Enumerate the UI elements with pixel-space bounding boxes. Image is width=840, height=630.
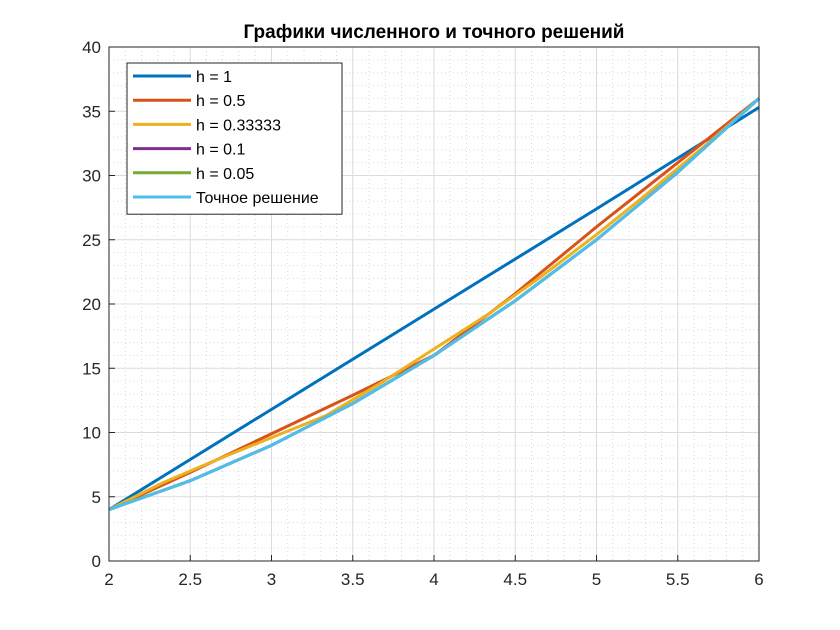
x-tick-label: 3 [267, 570, 276, 589]
legend: h = 1 h = 0.5 h = 0.33333 h = 0.1 h = 0.05 То… [126, 62, 343, 215]
y-tick-label: 0 [92, 552, 101, 571]
y-tick-label: 35 [82, 102, 101, 121]
y-tick-label: 25 [82, 231, 101, 250]
legend-label: h = 0.33333 [196, 117, 281, 134]
y-tick-label: 5 [92, 488, 101, 507]
legend-label: Точное решение [196, 190, 319, 207]
y-tick-label: 40 [82, 38, 101, 57]
legend-box [126, 62, 343, 215]
y-tick-label: 30 [82, 167, 101, 186]
series-line-2 [108, 97, 760, 511]
x-tick-label: 5 [592, 570, 601, 589]
axis-ticks: 2 2.5 3 3.5 4 4.5 5 5.5 6 0 5 10 15 20 25 30 35 40 [82, 38, 764, 589]
legend-label: h = 0.05 [196, 166, 254, 183]
x-tick-label: 2 [104, 570, 113, 589]
x-tick-label: 2.5 [178, 570, 202, 589]
y-tick-label: 15 [82, 359, 101, 378]
x-tick-label: 3.5 [341, 570, 365, 589]
x-tick-label: 5.5 [666, 570, 690, 589]
series-line-5 [108, 97, 761, 512]
x-tick-label: 6 [754, 570, 763, 589]
y-tick-label: 10 [82, 424, 101, 443]
series-line-0 [108, 106, 760, 511]
legend-label: h = 0.1 [196, 142, 245, 159]
x-tick-label: 4 [429, 570, 438, 589]
legend-label: h = 1 [196, 69, 232, 86]
y-tick-label: 20 [82, 295, 101, 314]
series-group [108, 97, 761, 512]
x-tick-label: 4.5 [503, 570, 527, 589]
chart-title: Графики численного и точного решений [244, 22, 625, 43]
legend-label: h = 0.5 [196, 93, 245, 110]
